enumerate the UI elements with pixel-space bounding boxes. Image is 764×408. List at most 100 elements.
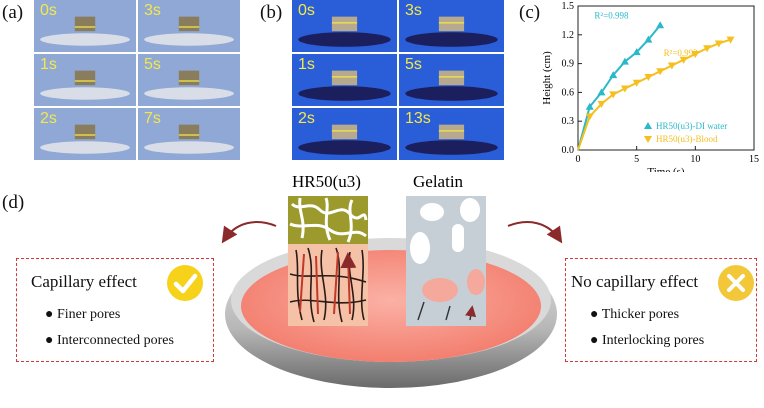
- panel-a-photo-grid: 0s 3s 1s 5s 2s 7s: [34, 0, 240, 160]
- r2-label: R²=0.998: [594, 10, 629, 20]
- photo-tile: 1s: [292, 54, 397, 106]
- x-tick-label: 5: [634, 154, 639, 165]
- data-point: [644, 74, 653, 82]
- time-label: 5s: [144, 56, 161, 73]
- time-label: 3s: [405, 2, 422, 19]
- data-point: [691, 51, 700, 58]
- r2-label: R²=0.993: [664, 48, 699, 58]
- photo-tile: 7s: [138, 108, 240, 160]
- bullet-item: ● Interlocking pores: [590, 333, 705, 348]
- panel-b-photo-grid: 0s 3s 1s 5s 2s 13s: [292, 0, 504, 160]
- photo-image: [138, 54, 240, 106]
- data-point: [620, 57, 629, 65]
- photo-image: [138, 108, 240, 160]
- hr50-material-label: HR50(u3): [292, 172, 361, 191]
- data-point: [667, 62, 676, 70]
- photo-image: [292, 108, 397, 160]
- arrow-to-no-capillary-box: [507, 221, 563, 244]
- photo-tile: 5s: [399, 54, 504, 106]
- photo-tile: 13s: [399, 108, 504, 160]
- plot-frame: [577, 5, 755, 151]
- time-label: 0s: [40, 2, 57, 19]
- series-fit-line: [577, 24, 661, 151]
- legend-label: HR50(u3)-Blood: [656, 134, 718, 144]
- data-point: [656, 21, 665, 29]
- photo-image: [292, 0, 397, 52]
- y-tick-label: 0.3: [562, 116, 575, 127]
- y-axis-label: Height (cm): [541, 51, 553, 105]
- no-capillary-effect-box: No capillary effect ● Thicker pores ● In…: [565, 258, 757, 362]
- capillary-effect-box: Capillary effect ● Finer pores ● Interco…: [16, 258, 214, 362]
- data-point: [585, 102, 594, 110]
- photo-image: [34, 54, 136, 106]
- arrow-to-capillary-box: [221, 221, 277, 244]
- data-point: [656, 68, 665, 76]
- time-label: 7s: [144, 110, 161, 127]
- photo-tile: 2s: [292, 108, 397, 160]
- data-point: [632, 48, 641, 56]
- time-label: 3s: [144, 2, 161, 19]
- x-tick-label: 0: [576, 154, 581, 165]
- gelatin-pore-schematic: [406, 196, 486, 326]
- data-point: [585, 113, 594, 121]
- height-vs-time-chart: 0 5 10 15 0.0 0.3 0.6 0.9 1.2 1.5 Time (s) Height (…: [541, 1, 759, 172]
- time-label: 13s: [405, 110, 431, 127]
- y-tick-label: 0.0: [562, 145, 575, 156]
- time-label: 2s: [40, 110, 57, 127]
- y-tick-label: 1.5: [562, 1, 575, 12]
- petri-dish-illustration: [221, 196, 563, 388]
- photo-image: [399, 54, 504, 106]
- data-point: [714, 40, 723, 48]
- y-tick-label: 0.6: [562, 87, 575, 98]
- photo-tile: 1s: [34, 54, 136, 106]
- data-point: [597, 100, 606, 108]
- data-point: [620, 85, 629, 93]
- legend-marker: [644, 136, 652, 143]
- data-point: [644, 35, 653, 43]
- photo-image: [138, 0, 240, 52]
- time-label: 0s: [298, 2, 315, 19]
- bullet-item: ● Thicker pores: [590, 307, 680, 322]
- time-label: 1s: [298, 56, 315, 73]
- data-point: [609, 71, 618, 79]
- y-tick-label: 0.9: [562, 59, 575, 70]
- panel-label-c: (c): [519, 2, 541, 23]
- legend-label: HR50(u3)-DI water: [656, 121, 727, 131]
- photo-tile: 0s: [292, 0, 397, 52]
- x-tick-label: 15: [749, 154, 759, 165]
- photo-tile: 2s: [34, 108, 136, 160]
- photo-tile: 3s: [399, 0, 504, 52]
- hr50-pore-schematic: [288, 196, 368, 326]
- photo-image: [34, 108, 136, 160]
- photo-image: [399, 0, 504, 52]
- photo-tile: 5s: [138, 54, 240, 106]
- x-tick-label: 10: [690, 154, 700, 165]
- panel-label-d: (d): [2, 192, 25, 213]
- photo-tile: 3s: [138, 0, 240, 52]
- time-label: 5s: [405, 56, 422, 73]
- panel-label-b: (b): [260, 2, 283, 23]
- check-icon: [167, 265, 203, 301]
- x-axis-label: Time (s): [647, 166, 685, 172]
- photo-image: [292, 54, 397, 106]
- data-point: [597, 88, 606, 96]
- bullet-item: ● Finer pores: [45, 307, 121, 322]
- data-point: [632, 79, 641, 87]
- blood-fluid: [241, 250, 541, 362]
- photo-image: [399, 108, 504, 160]
- cross-icon: [718, 265, 754, 301]
- time-label: 1s: [40, 56, 57, 73]
- panel-label-a: (a): [2, 2, 24, 23]
- y-tick-label: 1.2: [562, 30, 575, 41]
- bullet-item: ● Interconnected pores: [45, 333, 174, 348]
- data-point: [679, 56, 688, 64]
- photo-tile: 0s: [34, 0, 136, 52]
- time-label: 2s: [298, 110, 315, 127]
- gelatin-material-label: Gelatin: [413, 172, 464, 191]
- no-capillary-effect-title: No capillary effect: [571, 272, 699, 291]
- legend-marker: [644, 122, 652, 129]
- photo-image: [34, 0, 136, 52]
- capillary-effect-title: Capillary effect: [31, 272, 137, 291]
- data-point: [609, 91, 618, 99]
- data-point: [703, 45, 712, 53]
